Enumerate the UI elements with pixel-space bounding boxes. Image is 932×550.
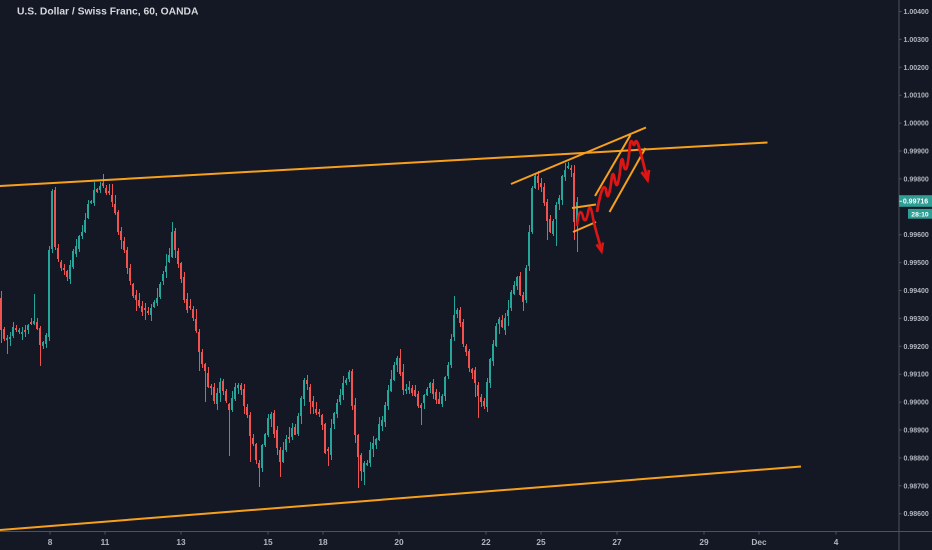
svg-text:0.99000: 0.99000: [904, 400, 929, 407]
svg-text:27: 27: [612, 537, 622, 547]
svg-text:0.99800: 0.99800: [904, 176, 929, 183]
svg-text:0.99600: 0.99600: [904, 232, 929, 239]
svg-text:20: 20: [394, 537, 404, 547]
svg-text:0.99200: 0.99200: [904, 344, 929, 351]
svg-text:11: 11: [101, 537, 110, 547]
svg-text:1.00100: 1.00100: [904, 93, 929, 100]
svg-text:18: 18: [318, 537, 328, 547]
svg-text:25: 25: [536, 537, 546, 547]
svg-text:0.99400: 0.99400: [904, 288, 929, 295]
svg-text:4: 4: [834, 537, 839, 547]
svg-text:0.99100: 0.99100: [904, 372, 929, 379]
svg-text:1.00000: 1.00000: [904, 121, 929, 128]
svg-text:0.98700: 0.98700: [904, 483, 929, 490]
svg-text:1.00200: 1.00200: [904, 65, 929, 72]
svg-text:13: 13: [176, 537, 186, 547]
svg-text:0.99900: 0.99900: [904, 149, 929, 156]
svg-text:8: 8: [48, 537, 53, 547]
svg-text:U.S. Dollar / Swiss Franc, 60,: U.S. Dollar / Swiss Franc, 60, OANDA: [17, 6, 199, 17]
svg-text:29: 29: [699, 537, 709, 547]
svg-text:0.99500: 0.99500: [904, 260, 929, 267]
svg-text:1.00400: 1.00400: [904, 9, 929, 16]
svg-text:1.00300: 1.00300: [904, 37, 929, 44]
svg-text:0.99716: 0.99716: [903, 199, 928, 206]
svg-text:22: 22: [481, 537, 491, 547]
svg-text:Dec: Dec: [751, 537, 767, 547]
svg-text:0.98800: 0.98800: [904, 455, 929, 462]
svg-text:28:10: 28:10: [911, 211, 929, 218]
svg-text:0.98600: 0.98600: [904, 511, 929, 518]
svg-text:0.99300: 0.99300: [904, 316, 929, 323]
svg-text:0.98900: 0.98900: [904, 428, 929, 435]
svg-text:15: 15: [263, 537, 273, 547]
